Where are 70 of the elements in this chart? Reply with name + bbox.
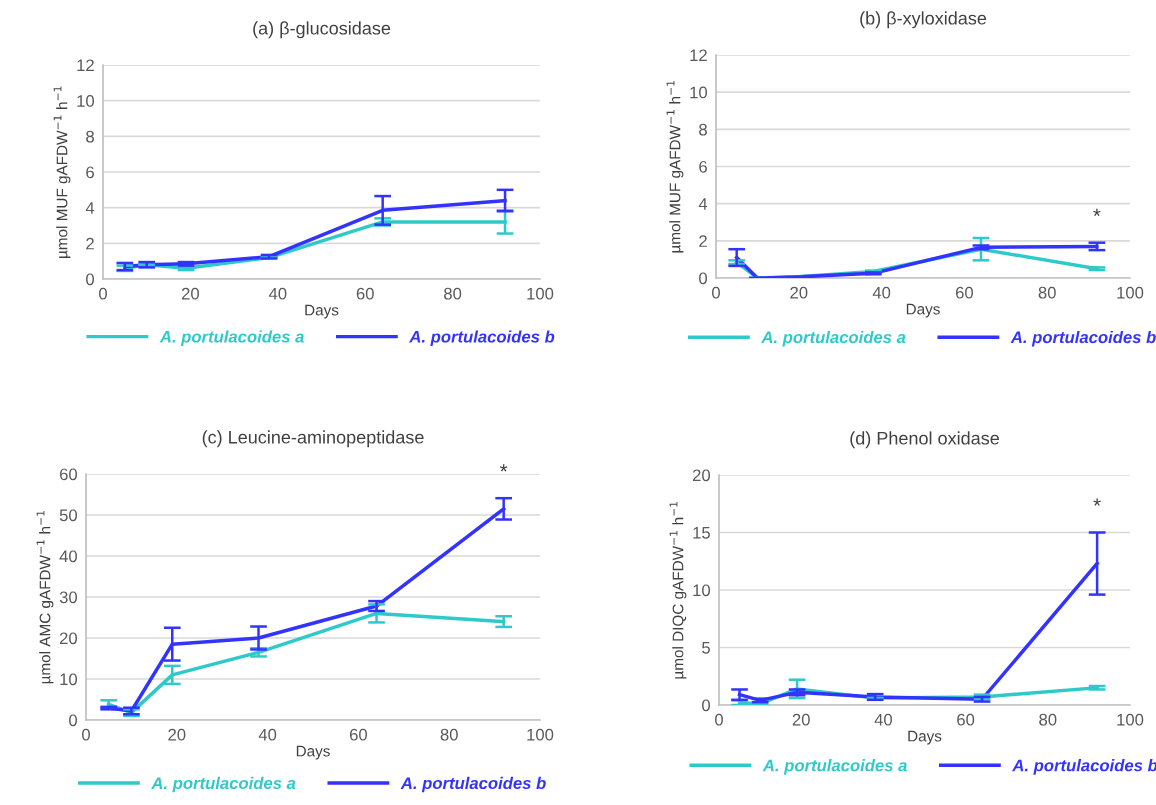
chart-title: (a) β-glucosidase — [253, 21, 391, 39]
y-tick-label: 2 — [699, 235, 707, 247]
y-tick-label: 10 — [690, 86, 708, 99]
x-tick-label: 60 — [955, 286, 974, 299]
y-tick-label: 15 — [693, 527, 710, 539]
y-tick-label: 30 — [59, 591, 78, 604]
y-tick-label: 4 — [85, 202, 95, 214]
legend-label: A. portulacoides a — [151, 776, 296, 793]
x-tick-label: 80 — [440, 728, 458, 741]
x-tick-label: 80 — [444, 287, 462, 300]
x-tick-label: 20 — [792, 713, 810, 726]
y-tick-label: 6 — [86, 166, 94, 179]
y-tick-label: 20 — [59, 632, 78, 645]
x-tick-label: 60 — [957, 713, 975, 726]
legend-label: A. portulacoides a — [159, 330, 304, 346]
y-tick-label: 10 — [60, 673, 78, 686]
legend-label: A. portulacoides b — [1010, 330, 1156, 347]
y-tick-label: 12 — [77, 59, 94, 72]
legend-label: A. portulacoides a — [761, 330, 906, 347]
x-tick-label: 80 — [1038, 286, 1056, 299]
x-tick-label: 60 — [356, 287, 374, 300]
y-axis-title: µmol MUF gAFDW$^{−1}$ h$^{−1}$ — [53, 86, 71, 258]
y-axis-title: µmol DIQC gAFDW$^{−1}$ h$^{−1}$ — [669, 501, 687, 679]
x-tick-label: 0 — [715, 713, 723, 726]
y-tick-label: 8 — [86, 130, 94, 143]
x-tick-label: 20 — [790, 286, 808, 299]
x-tick-label: 0 — [99, 287, 107, 300]
x-axis-title: Days — [908, 730, 942, 745]
y-tick-label: 40 — [59, 550, 78, 563]
x-tick-label: 40 — [268, 287, 287, 300]
y-tick-label: 8 — [699, 123, 707, 136]
y-tick-label: 10 — [693, 584, 711, 597]
y-tick-label: 12 — [690, 49, 707, 62]
y-tick-label: 6 — [699, 160, 707, 173]
y-tick-label: 0 — [702, 699, 711, 712]
chart-title: (c) Leucine-aminopeptidase — [202, 430, 424, 448]
y-tick-label: 4 — [698, 198, 708, 210]
y-tick-label: 0 — [86, 273, 95, 286]
x-tick-label: 20 — [168, 728, 186, 741]
x-tick-label: 60 — [349, 728, 368, 741]
x-tick-label: 20 — [181, 287, 200, 300]
x-tick-label: 0 — [712, 286, 720, 299]
x-tick-label: 100 — [1117, 713, 1144, 726]
y-tick-label: 0 — [699, 272, 708, 285]
x-axis-title: Days — [906, 303, 940, 318]
x-tick-label: 80 — [1039, 713, 1057, 726]
x-tick-label: 40 — [258, 728, 277, 741]
x-tick-label: 40 — [874, 713, 893, 726]
x-tick-label: 40 — [872, 286, 891, 299]
chart-title: (b) β-xyloxidase — [860, 11, 987, 29]
annotation: * — [1093, 208, 1101, 217]
y-tick-label: 20 — [692, 469, 711, 482]
y-tick-label: 5 — [702, 642, 710, 654]
legend-label: A. portulacoides b — [400, 776, 546, 793]
y-tick-label: 50 — [59, 509, 78, 522]
legend-label: A. portulacoides a — [762, 759, 907, 775]
y-axis-title: µmol MUF gAFDW$^{−1}$ h$^{−1}$ — [666, 81, 684, 253]
text: * — [499, 464, 508, 472]
x-tick-label: 100 — [527, 728, 554, 741]
y-tick-label: 2 — [86, 237, 94, 250]
x-axis-title: Days — [296, 745, 330, 760]
legend-label: A. portulacoides b — [409, 330, 555, 346]
x-tick-label: 100 — [1117, 286, 1144, 299]
annotation: * — [1093, 498, 1101, 506]
chart-title: (d) Phenol oxidase — [850, 431, 999, 449]
y-tick-label: 60 — [59, 468, 78, 481]
y-tick-label: 10 — [77, 95, 95, 107]
x-axis-title: Days — [305, 304, 339, 319]
x-tick-label: 100 — [527, 287, 554, 300]
y-axis-title: µmol AMC gAFDW$^{−1}$ h$^{−1}$ — [36, 511, 54, 684]
